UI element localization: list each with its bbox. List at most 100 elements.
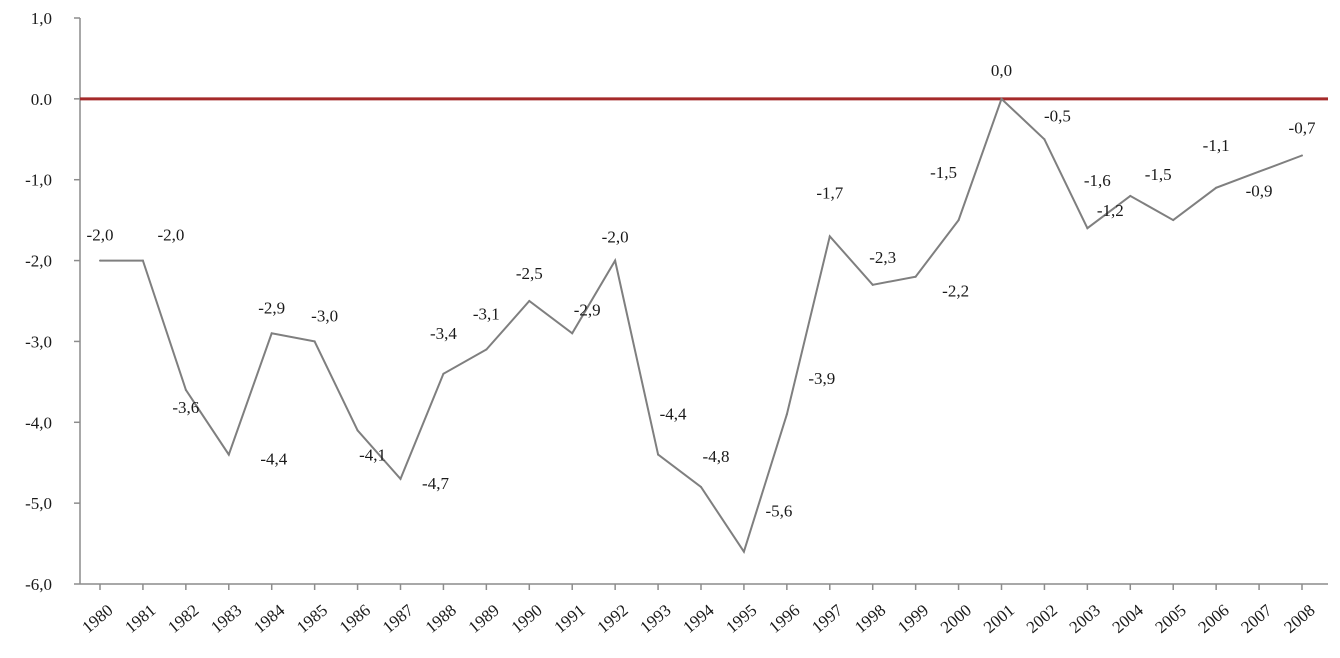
data-label: -1,5: [1145, 165, 1172, 184]
x-tick-label: 1980: [78, 601, 116, 637]
data-point: [399, 477, 402, 480]
data-label: -4,4: [260, 450, 287, 469]
data-point: [1129, 194, 1132, 197]
data-label: -3,9: [808, 369, 835, 388]
y-tick-label: 1,0: [31, 9, 52, 28]
x-tick-label: 1986: [336, 601, 374, 637]
data-label: -1,2: [1097, 201, 1124, 220]
x-tick-label: 1998: [851, 601, 889, 637]
data-point: [785, 413, 788, 416]
data-label: -1,5: [930, 163, 957, 182]
data-label: -2,3: [869, 248, 896, 267]
y-tick-label: -4,0: [25, 413, 52, 432]
data-label: -3,0: [311, 306, 338, 325]
data-labels-layer: -2,0 -2,0 -3,6 -4,4 -2,9 -3,0 -4,1 -4,7 -3,4 -3,1…: [87, 61, 1316, 521]
data-point: [614, 259, 617, 262]
x-tick-label: 2007: [1237, 600, 1276, 637]
series-line: [100, 97, 1303, 555]
x-tick-label: 1992: [593, 601, 631, 637]
data-point: [1000, 97, 1003, 100]
data-point: [1086, 227, 1089, 230]
data-label: -5,6: [765, 502, 792, 521]
x-tick-label: 2001: [980, 601, 1018, 637]
data-point: [571, 332, 574, 335]
x-tick-label: 1983: [207, 601, 245, 637]
x-tick-label: 1990: [508, 601, 546, 637]
x-tick-label: 1991: [551, 601, 589, 637]
data-point: [1172, 219, 1175, 222]
x-tick-label: 2005: [1152, 601, 1190, 637]
data-label: -4,4: [660, 405, 687, 424]
x-tick-label: 1982: [164, 601, 202, 637]
data-point: [356, 429, 359, 432]
y-tick-label: -5,0: [25, 494, 52, 513]
data-label: -2,5: [516, 264, 543, 283]
series-layer: [99, 97, 1303, 555]
data-label: -3,4: [430, 324, 457, 343]
data-label: -4,8: [703, 447, 730, 466]
x-tick-label: 2000: [937, 601, 975, 637]
y-tick-label: -6,0: [25, 575, 52, 594]
data-label: -1,1: [1203, 136, 1230, 155]
x-tick-label: 1988: [422, 601, 460, 637]
data-point: [141, 259, 144, 262]
data-label: -2,0: [602, 228, 629, 247]
data-point: [528, 300, 531, 302]
data-label: -4,1: [359, 445, 386, 464]
data-point: [227, 453, 230, 456]
data-label: -0,5: [1044, 106, 1071, 125]
data-point: [828, 235, 831, 238]
data-point: [742, 550, 745, 553]
data-point: [442, 372, 445, 375]
x-tick-label: 2003: [1066, 601, 1104, 637]
x-tick-label: 2004: [1109, 600, 1148, 637]
data-label: -2,0: [87, 226, 114, 245]
x-tick-label: 2008: [1280, 601, 1318, 637]
data-point: [184, 388, 187, 391]
x-tick-label: 1985: [293, 601, 331, 637]
data-point: [485, 348, 488, 351]
y-tick-label: -3,0: [25, 332, 52, 351]
data-point: [1258, 170, 1261, 173]
x-tick-label: 1997: [808, 600, 847, 637]
y-tick-label: 0.0: [31, 90, 52, 109]
data-label: -1,7: [816, 183, 843, 202]
data-label: -4,7: [422, 474, 449, 493]
x-tick-label: 1995: [722, 601, 760, 637]
data-label: -3,1: [473, 305, 500, 324]
x-tick-label: 1996: [765, 601, 803, 637]
data-label: -2,9: [574, 300, 601, 319]
data-point: [1043, 138, 1046, 141]
x-tick-label: 1994: [679, 600, 718, 637]
y-tick-label: -2,0: [25, 252, 52, 271]
x-tick-label: 1981: [121, 601, 159, 637]
data-point: [657, 453, 660, 456]
x-tick-label: 2002: [1023, 601, 1061, 637]
data-point: [270, 332, 273, 335]
data-label: 0,0: [991, 61, 1012, 80]
data-label: -2,2: [942, 282, 969, 301]
data-point: [313, 340, 316, 343]
data-point: [871, 283, 874, 286]
data-label: -3,6: [172, 398, 199, 417]
data-label: -0,9: [1246, 182, 1273, 201]
data-label: -0,7: [1289, 118, 1316, 137]
data-point: [1301, 154, 1303, 157]
x-tick-label: 1993: [636, 601, 674, 637]
data-point: [914, 275, 917, 278]
data-point: [99, 259, 101, 262]
y-tick-label: -1,0: [25, 171, 52, 190]
x-tick-label: 1999: [894, 601, 932, 637]
x-tick-label: 1984: [250, 600, 289, 637]
x-tick-label: 1989: [465, 601, 503, 637]
data-label: -1,6: [1084, 171, 1111, 190]
data-point: [957, 219, 960, 222]
data-label: -2,9: [258, 298, 285, 317]
x-tick-label: 1987: [379, 600, 418, 637]
data-point: [700, 485, 702, 488]
data-point: [1215, 186, 1218, 189]
data-label: -2,0: [157, 226, 184, 245]
